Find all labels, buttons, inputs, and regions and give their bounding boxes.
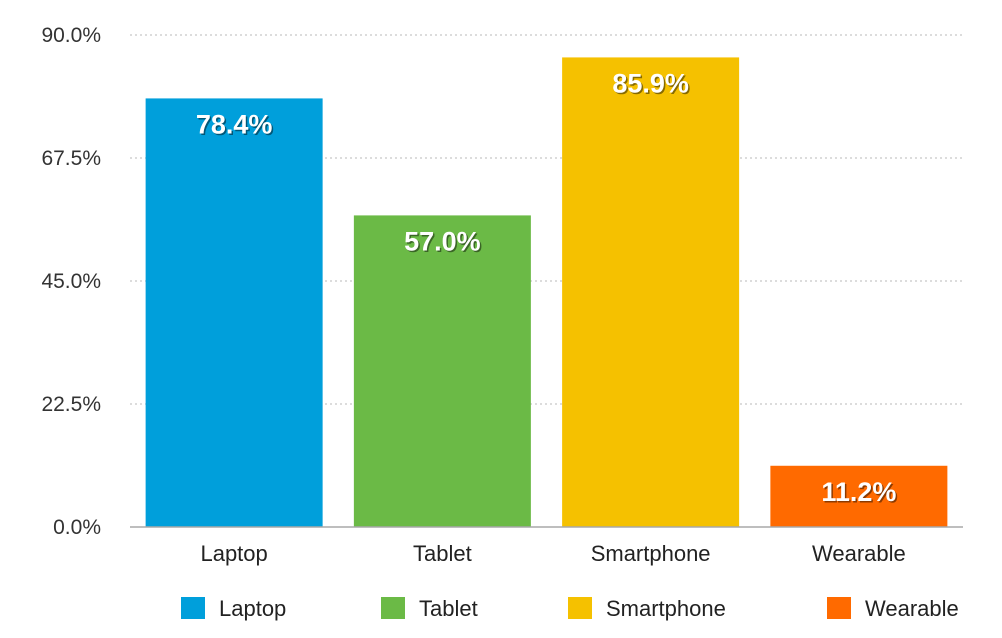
x-axis-category-labels: Laptop Tablet Smartphone Wearable — [200, 541, 905, 566]
bar-smartphone — [562, 57, 740, 528]
data-label-wearable: 11.2% — [821, 477, 896, 507]
y-tick-label: 0.0% — [53, 516, 101, 539]
data-label-smartphone: 85.9% — [612, 68, 689, 98]
data-label-shadow: 57.0% — [406, 228, 483, 258]
y-tick-label: 22.5% — [41, 393, 101, 416]
bar-wearable — [770, 465, 948, 527]
bars: 78.4%78.4%57.0%57.0%85.9%85.9%11.2%11.2% — [145, 57, 948, 528]
data-label-shadow: 85.9% — [614, 70, 691, 100]
x-category-label-wearable: Wearable — [812, 541, 906, 566]
x-category-label-tablet: Tablet — [413, 541, 472, 566]
y-tick-label: 90.0% — [41, 24, 101, 47]
data-label-shadow: 78.4% — [197, 111, 274, 141]
legend-label-wearable: Wearable — [865, 596, 959, 621]
bar-tablet — [353, 215, 531, 527]
y-tick-label: 67.5% — [41, 147, 101, 170]
y-tick-label: 45.0% — [41, 270, 101, 293]
data-label-tablet: 57.0% — [404, 226, 481, 256]
legend-swatch-tablet — [381, 597, 405, 619]
x-category-label-smartphone: Smartphone — [591, 541, 711, 566]
gridlines — [130, 34, 963, 405]
legend: Laptop Tablet Smartphone Wearable — [181, 596, 959, 621]
x-category-label-laptop: Laptop — [200, 541, 267, 566]
legend-swatch-wearable — [827, 597, 851, 619]
legend-label-laptop: Laptop — [219, 596, 286, 621]
y-axis-tick-labels: 0.0% 22.5% 45.0% 67.5% 90.0% — [41, 24, 101, 539]
legend-swatch-laptop — [181, 597, 205, 619]
data-label-laptop: 78.4% — [196, 109, 273, 139]
legend-swatch-smartphone — [568, 597, 592, 619]
bar-laptop — [145, 98, 323, 527]
legend-label-tablet: Tablet — [419, 596, 478, 621]
legend-label-smartphone: Smartphone — [606, 596, 726, 621]
data-label-shadow: 11.2% — [823, 478, 898, 508]
